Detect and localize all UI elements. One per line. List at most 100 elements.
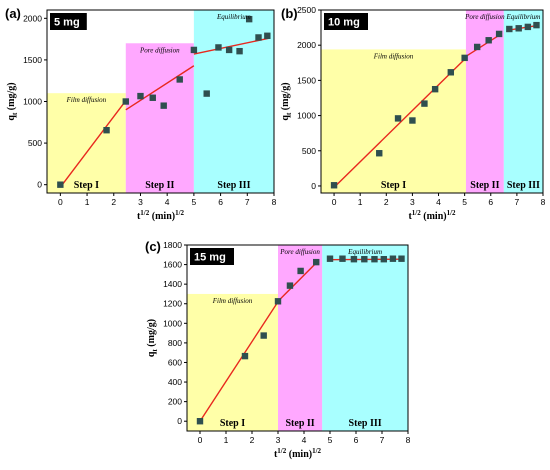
- x-tick-label: 5: [192, 197, 197, 207]
- x-axis-symbol: t: [137, 211, 141, 222]
- region-label: Equilibrium: [347, 248, 382, 256]
- region-label: Film diffusion: [373, 52, 414, 60]
- step-label: Step III: [349, 418, 382, 429]
- x-tick-label: 4: [165, 197, 170, 207]
- panel-letter: (b): [281, 6, 298, 21]
- region-label: Pore diffusion: [464, 13, 505, 21]
- fit-line: [333, 58, 466, 188]
- data-point: [524, 23, 532, 31]
- x-tick-label: 1: [358, 197, 363, 207]
- data-point: [236, 47, 243, 55]
- chart-panel-1: Film diffusion Step I Pore diffusion Step I…: [5, 6, 277, 222]
- y-tick-label: 1800: [163, 240, 182, 250]
- data-point: [264, 32, 271, 39]
- x-tick-label: 5: [328, 435, 333, 445]
- step-label: Step II: [286, 418, 315, 429]
- data-point: [241, 352, 249, 360]
- mass-label-box: [324, 13, 368, 30]
- data-point: [473, 43, 481, 51]
- x-tick-label: 4: [302, 435, 307, 445]
- data-point: [515, 25, 522, 32]
- y-tick-label: 800: [168, 338, 182, 348]
- x-tick-label: 0: [332, 197, 337, 207]
- data-point: [196, 418, 204, 425]
- x-tick-label: 2: [111, 197, 116, 207]
- x-tick-label: 5: [462, 197, 467, 207]
- region-label: Pore diffusion: [139, 46, 180, 54]
- data-point: [57, 181, 64, 188]
- y-axis-symbol: q: [6, 115, 17, 121]
- x-tick-label: 1: [85, 197, 90, 207]
- data-point: [380, 255, 388, 263]
- data-point: [203, 90, 210, 97]
- x-tick-label: 1: [224, 435, 229, 445]
- data-point: [225, 46, 233, 54]
- x-tick-label: 2: [250, 435, 255, 445]
- step-label: Step II: [470, 180, 499, 191]
- region-equilibrium: [322, 245, 408, 431]
- plot-frame: [320, 9, 544, 194]
- x-tick-label: 3: [276, 435, 281, 445]
- region-label: Film diffusion: [212, 297, 253, 305]
- y-tick-label: 1400: [163, 279, 182, 289]
- y-tick-label: 1000: [23, 97, 42, 107]
- fit-line: [464, 33, 502, 58]
- region-label: Equilibrium: [505, 13, 540, 21]
- x-axis-label: t1/2 (min)1/2: [274, 447, 322, 460]
- y-tick-label: 2000: [23, 13, 42, 23]
- y-tick-label: 1000: [297, 111, 316, 121]
- data-point: [506, 25, 513, 33]
- y-tick-label: 1500: [23, 55, 42, 65]
- x-axis-symbol: t: [408, 211, 412, 222]
- data-point: [330, 182, 338, 189]
- data-point: [447, 69, 455, 76]
- mass-label: 5 mg: [54, 17, 80, 29]
- x-tick-label: 6: [354, 435, 359, 445]
- data-point: [274, 298, 282, 305]
- data-point: [389, 255, 397, 262]
- x-tick-label: 2: [384, 197, 389, 207]
- y-tick-label: 0: [177, 416, 182, 426]
- data-point: [260, 332, 267, 339]
- x-tick-label: 7: [515, 197, 520, 207]
- region-label: Pore diffusion: [279, 248, 320, 256]
- chart-panel-2: Film diffusion Step I Pore diffusion Step I…: [280, 5, 546, 222]
- step-label: Step II: [145, 180, 174, 191]
- x-tick-label: 8: [541, 197, 546, 207]
- data-point: [245, 15, 253, 23]
- data-point: [350, 255, 358, 263]
- mass-label: 10 mg: [328, 17, 360, 29]
- x-tick-label: 0: [58, 197, 63, 207]
- y-axis-label: qt (mg/g): [146, 319, 159, 357]
- x-tick-label: 8: [406, 435, 411, 445]
- data-point: [313, 258, 320, 266]
- region-film: [187, 293, 278, 431]
- y-tick-label: 1200: [163, 299, 182, 309]
- y-tick-label: 600: [168, 357, 182, 367]
- data-point: [461, 54, 468, 62]
- data-point: [215, 44, 222, 51]
- data-point: [421, 100, 428, 107]
- region-label: Equilibrium: [216, 13, 251, 21]
- data-point: [286, 282, 294, 289]
- region-equilibrium: [503, 10, 543, 193]
- fit-line: [199, 301, 279, 422]
- step-label: Step III: [507, 180, 540, 191]
- data-point: [176, 76, 183, 83]
- step-label: Step I: [74, 180, 99, 191]
- data-point: [339, 255, 346, 262]
- chart-panel-3: Film diffusion Step I Pore diffusion Step I…: [145, 239, 411, 460]
- y-tick-label: 2500: [297, 5, 316, 15]
- data-point: [122, 98, 129, 105]
- fit-line: [193, 37, 269, 55]
- region-film: [321, 49, 466, 193]
- x-tick-label: 7: [380, 435, 385, 445]
- x-axis-label: t1/2 (min)1/2: [408, 209, 456, 222]
- data-point: [394, 115, 402, 122]
- y-tick-label: 400: [168, 377, 182, 387]
- x-tick-label: 6: [218, 197, 223, 207]
- x-tick-label: 4: [436, 197, 441, 207]
- step-label: Step III: [217, 180, 250, 191]
